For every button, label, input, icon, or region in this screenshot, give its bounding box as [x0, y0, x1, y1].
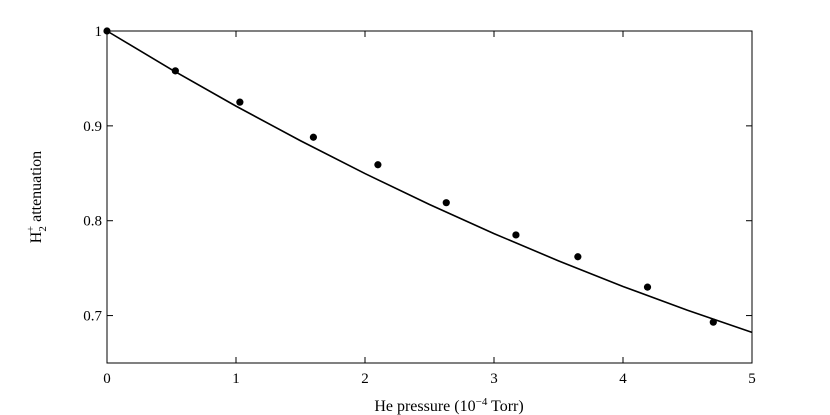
y-tick-label: 0.9 [83, 119, 102, 135]
y-axis-label-sub: 2 [37, 226, 49, 232]
data-point [236, 98, 244, 106]
x-axis-label-prefix: He pressure (10 [374, 398, 475, 415]
x-tick-label: 5 [748, 371, 756, 387]
axis-tick-labels: 0 1 2 3 4 5 0.7 0.8 0.9 1 [83, 24, 756, 387]
data-point [374, 161, 382, 169]
fit-line [106, 30, 753, 334]
x-tick-label: 3 [490, 371, 498, 387]
y-axis-label-sup: + [25, 226, 37, 232]
data-point [574, 253, 582, 261]
x-tick-label: 0 [103, 371, 111, 387]
axis-ticks [106, 30, 753, 363]
x-axis-label-suffix: Torr) [487, 398, 523, 415]
x-tick-label: 4 [619, 371, 627, 387]
x-tick-label: 1 [232, 371, 240, 387]
data-point [103, 27, 111, 35]
y-tick-label: 1 [95, 24, 103, 40]
data-point [643, 283, 652, 291]
data-points [103, 27, 717, 326]
x-axis-label: He pressure (10−4 Torr) [374, 396, 523, 415]
data-point [512, 231, 520, 239]
y-tick-label: 0.7 [83, 309, 102, 325]
data-point [709, 318, 717, 326]
y-tick-label: 0.8 [83, 214, 102, 230]
x-tick-label: 2 [361, 371, 369, 387]
data-point [171, 67, 179, 75]
y-axis-label-base: H [28, 231, 45, 243]
y-axis-label-suffix: attenuation [28, 151, 45, 226]
data-point [309, 133, 317, 141]
y-axis-label: H2+ attenuation [25, 151, 49, 243]
data-point [442, 199, 450, 207]
plot-frame [106, 30, 753, 364]
x-axis-label-sup: −4 [476, 396, 488, 408]
